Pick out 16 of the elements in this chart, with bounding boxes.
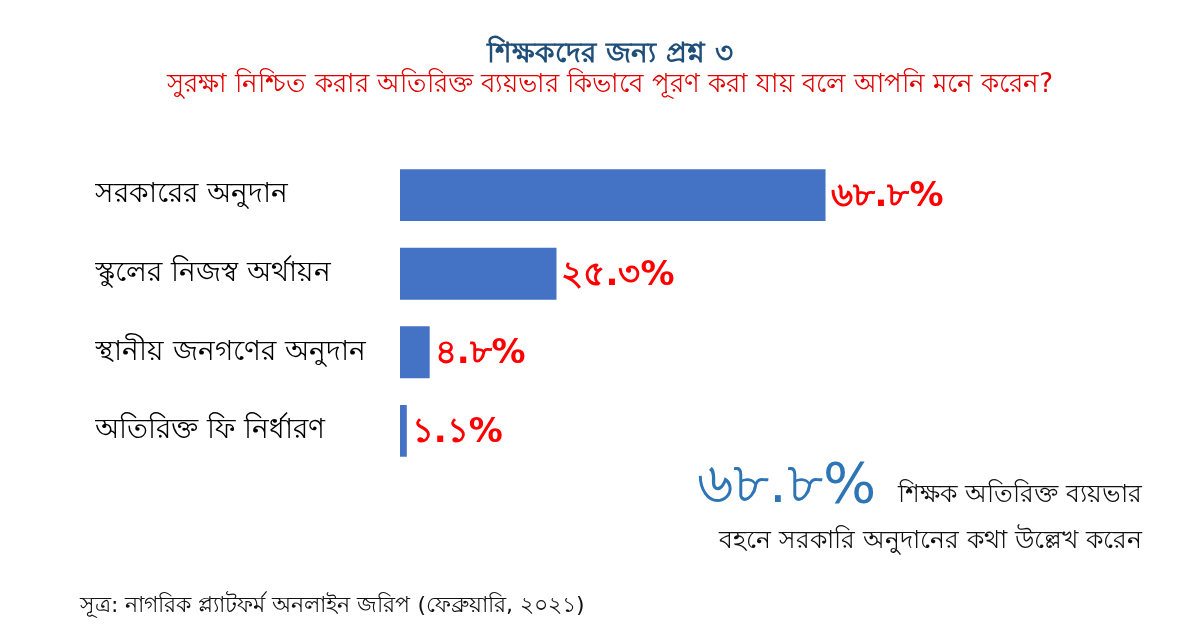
chart-subtitle: সুরক্ষা নিশ্চিত করার অতিরিক্ত ব্যয়ভার কিভাবে পূরণ করা যায় বলে আপনি মনে করেন? bbox=[165, 67, 1054, 100]
annotation: ৬৮.৮% শিক্ষক অতিরিক্ত ব্যয়ভার বহনে সরকারি অনুদানের কথা উল্লেখ করেন bbox=[697, 450, 1142, 554]
data-label: ৪.৮% bbox=[434, 331, 526, 372]
y-tick-label: সরকারের অনুদান bbox=[94, 176, 289, 210]
bar bbox=[400, 404, 407, 457]
text: সূত্র: নাগরিক প্ল্যাটফর্ম অনলাইন জরিপ (ফেব্রুয়ারি, ২০২১) bbox=[80, 591, 585, 619]
data-label: ১.১% bbox=[411, 409, 503, 450]
y-tick-label: স্থানীয় জনগণের অনুদান bbox=[94, 332, 367, 367]
y-tick-label: স্কুলের নিজস্ব অর্থায়ন bbox=[94, 254, 332, 288]
bar bbox=[400, 326, 430, 379]
bar bbox=[400, 169, 826, 222]
data-label: ২৫.৩% bbox=[561, 252, 675, 293]
data-label: ৬৮.৮% bbox=[830, 173, 944, 214]
chart-title: শিক্ষকদের জন্য প্রশ্ন ৩ bbox=[485, 36, 734, 69]
bar bbox=[400, 247, 557, 300]
y-tick-label: অতিরিক্ত ফি নির্ধারণ bbox=[94, 412, 326, 446]
